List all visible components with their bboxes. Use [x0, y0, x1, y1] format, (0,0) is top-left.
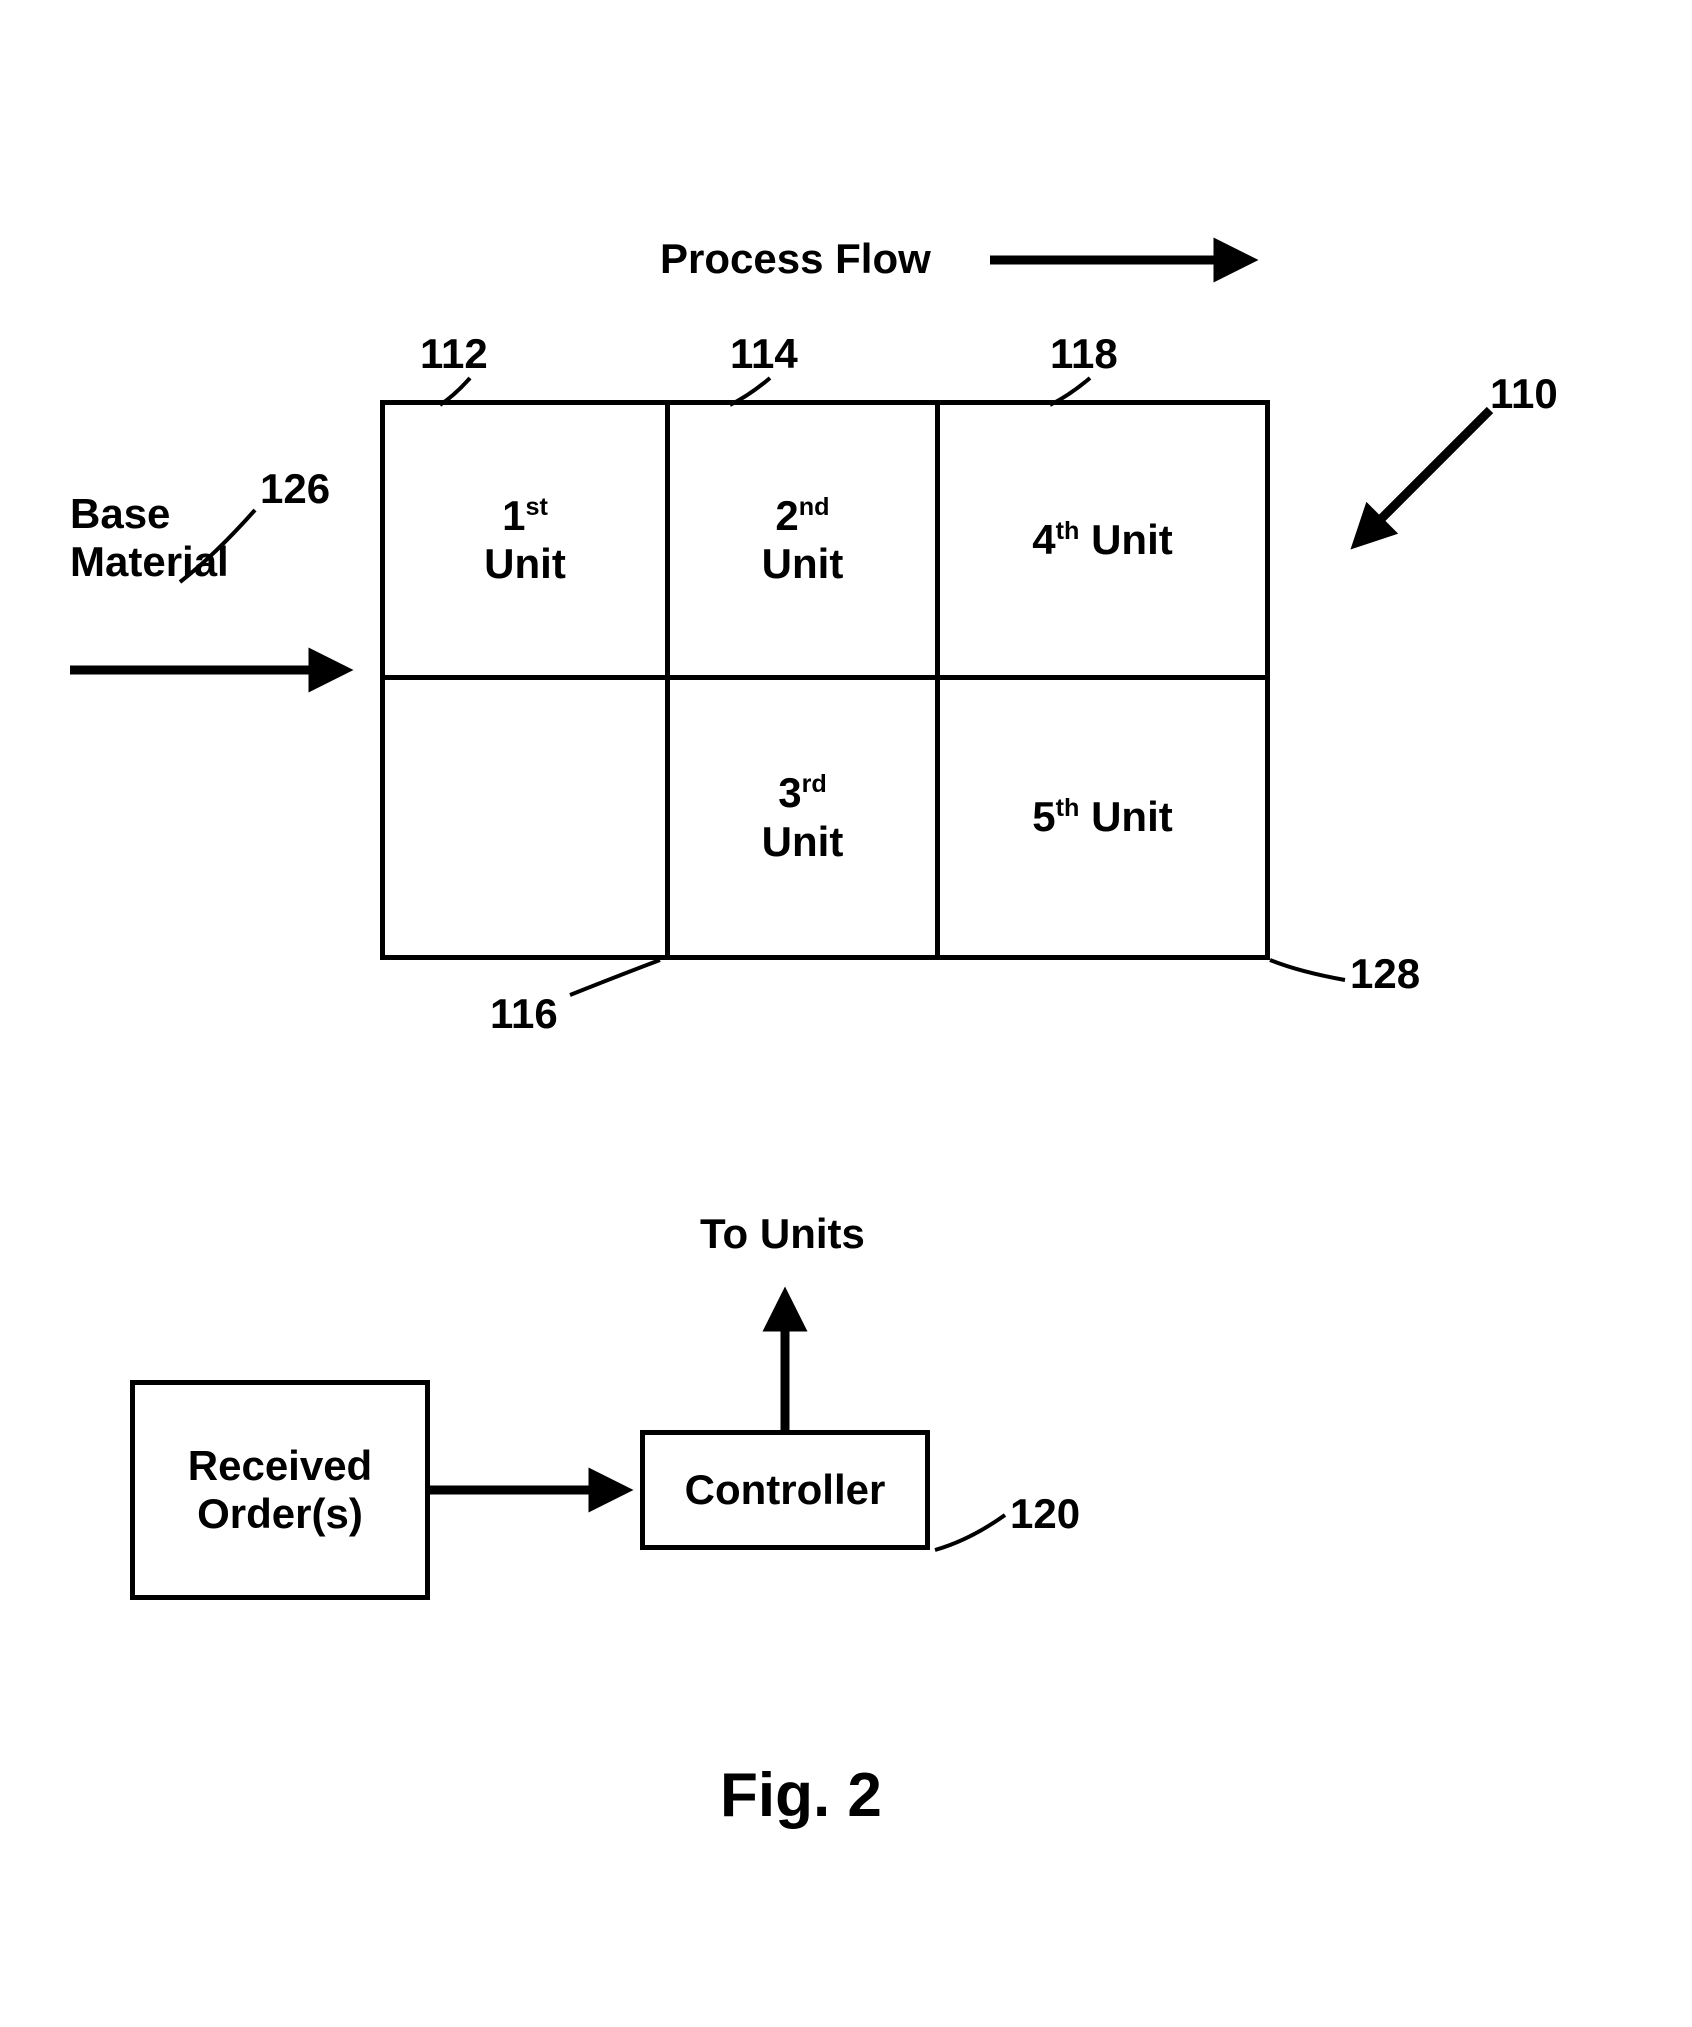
unit-4-sup: th: [1056, 517, 1080, 545]
unit-1-sup: st: [525, 493, 547, 521]
unit-2-box: 2nd Unit: [665, 400, 940, 680]
leader-120: [935, 1515, 1005, 1550]
unit-2-label: 2nd Unit: [762, 492, 844, 589]
unit-grid-bottom-left: [380, 675, 670, 960]
ref-110-arrow: [1360, 410, 1490, 540]
controller-box: Controller: [640, 1430, 930, 1550]
unit-3-label: 3rd Unit: [762, 769, 844, 866]
unit-5-ord: 5: [1032, 793, 1055, 840]
unit-1-ord: 1: [502, 492, 525, 539]
ref-110: 110: [1490, 370, 1558, 418]
process-flow-label: Process Flow: [660, 235, 931, 283]
unit-5-sup: th: [1056, 794, 1080, 822]
unit-3-box: 3rd Unit: [665, 675, 940, 960]
ref-112: 112: [420, 330, 488, 378]
unit-2-sup: nd: [799, 493, 830, 521]
ref-118: 118: [1050, 330, 1118, 378]
arrows-overlay: [0, 0, 1692, 2027]
to-units-label: To Units: [700, 1210, 865, 1258]
diagram-canvas: Base Material 126 Process Flow 1st Unit …: [0, 0, 1692, 2027]
ref-120: 120: [1010, 1490, 1080, 1538]
unit-2-word: Unit: [762, 540, 844, 587]
unit-3-ord: 3: [778, 769, 801, 816]
base-material-label: Base Material: [70, 490, 229, 586]
unit-grid: 1st Unit 2nd Unit 4th Unit 3rd Unit: [380, 400, 1270, 960]
unit-4-ord: 4: [1032, 516, 1055, 563]
unit-4-box: 4th Unit: [935, 400, 1270, 680]
received-orders-box: Received Order(s): [130, 1380, 430, 1600]
unit-3-word: Unit: [762, 818, 844, 865]
unit-5-box: 5th Unit: [935, 675, 1270, 960]
unit-4-word: Unit: [1091, 516, 1173, 563]
figure-caption: Fig. 2: [720, 1760, 882, 1831]
ref-128: 128: [1350, 950, 1420, 998]
unit-5-label: 5th Unit: [1032, 793, 1172, 841]
unit-1-label: 1st Unit: [484, 492, 566, 589]
leader-128: [1270, 960, 1345, 980]
ref-126: 126: [260, 465, 330, 513]
ref-114: 114: [730, 330, 798, 378]
unit-4-label: 4th Unit: [1032, 516, 1172, 564]
unit-3-sup: rd: [802, 770, 827, 798]
unit-2-ord: 2: [775, 492, 798, 539]
leader-116: [570, 960, 660, 995]
ref-116: 116: [490, 990, 558, 1038]
unit-5-word: Unit: [1091, 793, 1173, 840]
unit-1-word: Unit: [484, 540, 566, 587]
unit-1-box: 1st Unit: [380, 400, 670, 680]
